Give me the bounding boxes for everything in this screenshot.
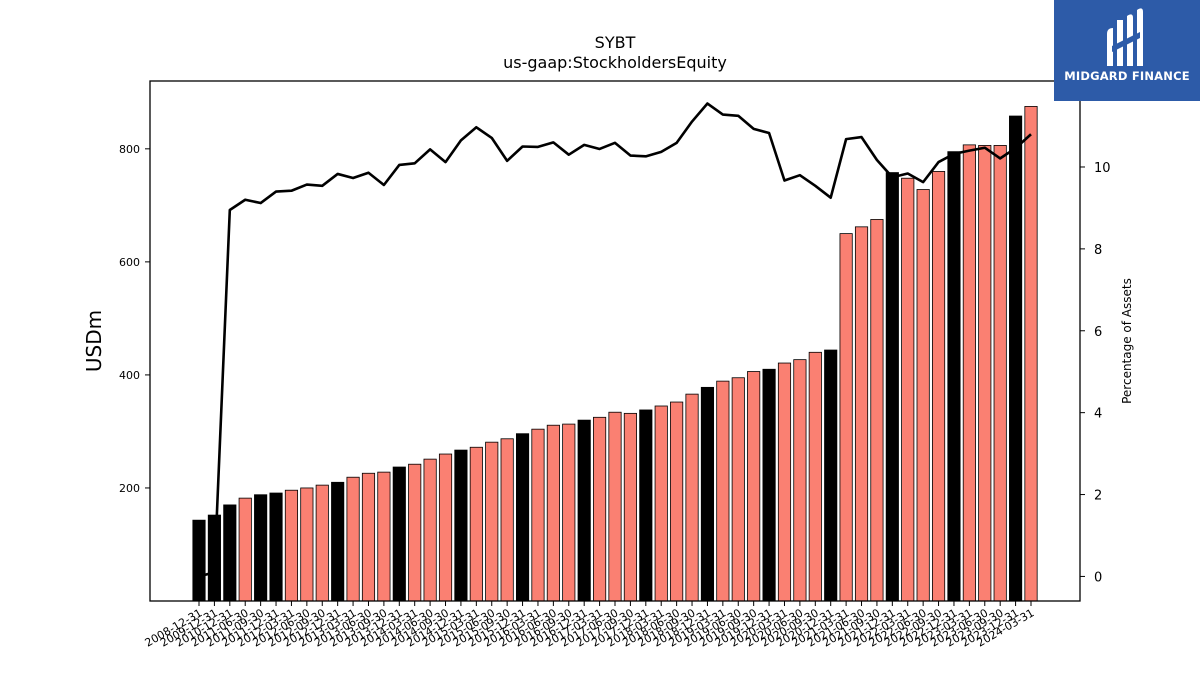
y2-tick-label: 4: [1094, 407, 1102, 422]
bar-2022-06-30: [916, 189, 930, 602]
bar-2014-09-30: [438, 453, 453, 602]
bar-2012-12-31: [331, 481, 345, 602]
logo-text: MIDGARD FINANCE: [1064, 69, 1190, 83]
y-axis-label: USDm: [82, 310, 106, 372]
y2-tick-label: 6: [1094, 325, 1102, 340]
y2-tick-label: 2: [1094, 489, 1102, 504]
bar-2013-06-30: [361, 472, 376, 602]
bar-2012-09-30: [315, 484, 329, 602]
bar-2022-09-30: [931, 171, 946, 602]
bar-2016-12-31: [577, 419, 591, 602]
bar-2013-09-30: [377, 471, 391, 602]
bar-2016-09-30: [562, 423, 576, 602]
bar-2020-06-30: [793, 359, 807, 602]
right-axis: 0 2 4 6 8 10: [1080, 161, 1111, 585]
logo-mark-icon: [1107, 8, 1143, 66]
bar-2023-06-30: [978, 145, 992, 602]
bar-2008-12-31: [192, 519, 206, 602]
bar-2010-12-31: [223, 504, 237, 602]
y2-axis-label: Percentage of Assets: [1120, 278, 1134, 404]
bar-2017-06-30: [608, 411, 622, 602]
bar-2016-03-31: [531, 428, 545, 602]
bar-2020-12-31: [824, 349, 838, 602]
x-axis: 2008-12-312009-12-312010-12-312011-06-30…: [143, 601, 1037, 650]
bar-2018-09-30: [685, 393, 699, 602]
bar-2015-12-31: [515, 433, 530, 602]
y-tick-label: 600: [119, 256, 140, 269]
bar-2022-03-31: [901, 177, 915, 602]
bar-2011-09-30: [254, 494, 268, 602]
bar-2021-12-31: [885, 172, 899, 602]
bar-2011-06-30: [238, 497, 252, 602]
y-tick-label: 200: [119, 482, 140, 495]
bar-2016-06-30: [546, 424, 560, 602]
bar-2015-03-31: [469, 446, 483, 602]
bar-2018-12-31: [700, 386, 715, 602]
bar-2013-03-31: [346, 476, 360, 602]
bar-2020-03-31: [777, 362, 792, 602]
bar-2023-03-31: [962, 144, 976, 602]
y-tick-label: 400: [119, 369, 140, 382]
bar-2015-09-30: [500, 438, 514, 602]
chart-title: SYBT: [595, 33, 636, 52]
y2-tick-label: 8: [1094, 243, 1102, 258]
bar-2014-06-30: [423, 458, 437, 602]
bar-2019-03-31: [716, 380, 730, 602]
bar-2014-03-31: [408, 463, 422, 602]
bar-2017-12-31: [639, 409, 653, 602]
bar-2022-12-31: [947, 151, 961, 602]
bar-2017-03-31: [593, 416, 607, 602]
bar-2011-12-31: [269, 492, 283, 602]
midgard-finance-logo: MIDGARD FINANCE: [1054, 0, 1200, 101]
bar-2021-09-30: [870, 219, 884, 602]
percentage-of-assets-line: [198, 102, 1032, 578]
left-axis: 200 400 600 800: [119, 143, 150, 495]
y2-tick-label: 10: [1094, 161, 1111, 176]
bar-2020-09-30: [808, 351, 822, 602]
bar-2019-06-30: [731, 377, 745, 602]
bar-2023-09-30: [993, 145, 1007, 602]
y-tick-label: 800: [119, 143, 140, 156]
bar-2023-12-31: [1009, 115, 1023, 602]
bar-2014-12-31: [454, 449, 468, 602]
bar-2017-09-30: [623, 412, 637, 602]
y2-tick-label: 0: [1094, 570, 1102, 585]
bar-2012-03-31: [284, 489, 299, 602]
bar-2024-03-31: [1024, 106, 1038, 602]
bar-2018-06-30: [670, 401, 684, 602]
percentage-line-group: [198, 102, 1032, 578]
bar-2013-12-31: [392, 466, 406, 602]
bar-2018-03-31: [654, 405, 668, 602]
bar-2021-03-31: [839, 233, 853, 602]
bar-2021-06-30: [854, 226, 869, 602]
bar-2015-06-30: [485, 441, 499, 602]
bar-2019-09-30: [747, 371, 761, 602]
chart-subtitle: us-gaap:StockholdersEquity: [503, 53, 727, 72]
bar-2019-12-31: [762, 368, 776, 602]
bar-2012-06-30: [300, 487, 314, 602]
bars: [192, 106, 1038, 602]
